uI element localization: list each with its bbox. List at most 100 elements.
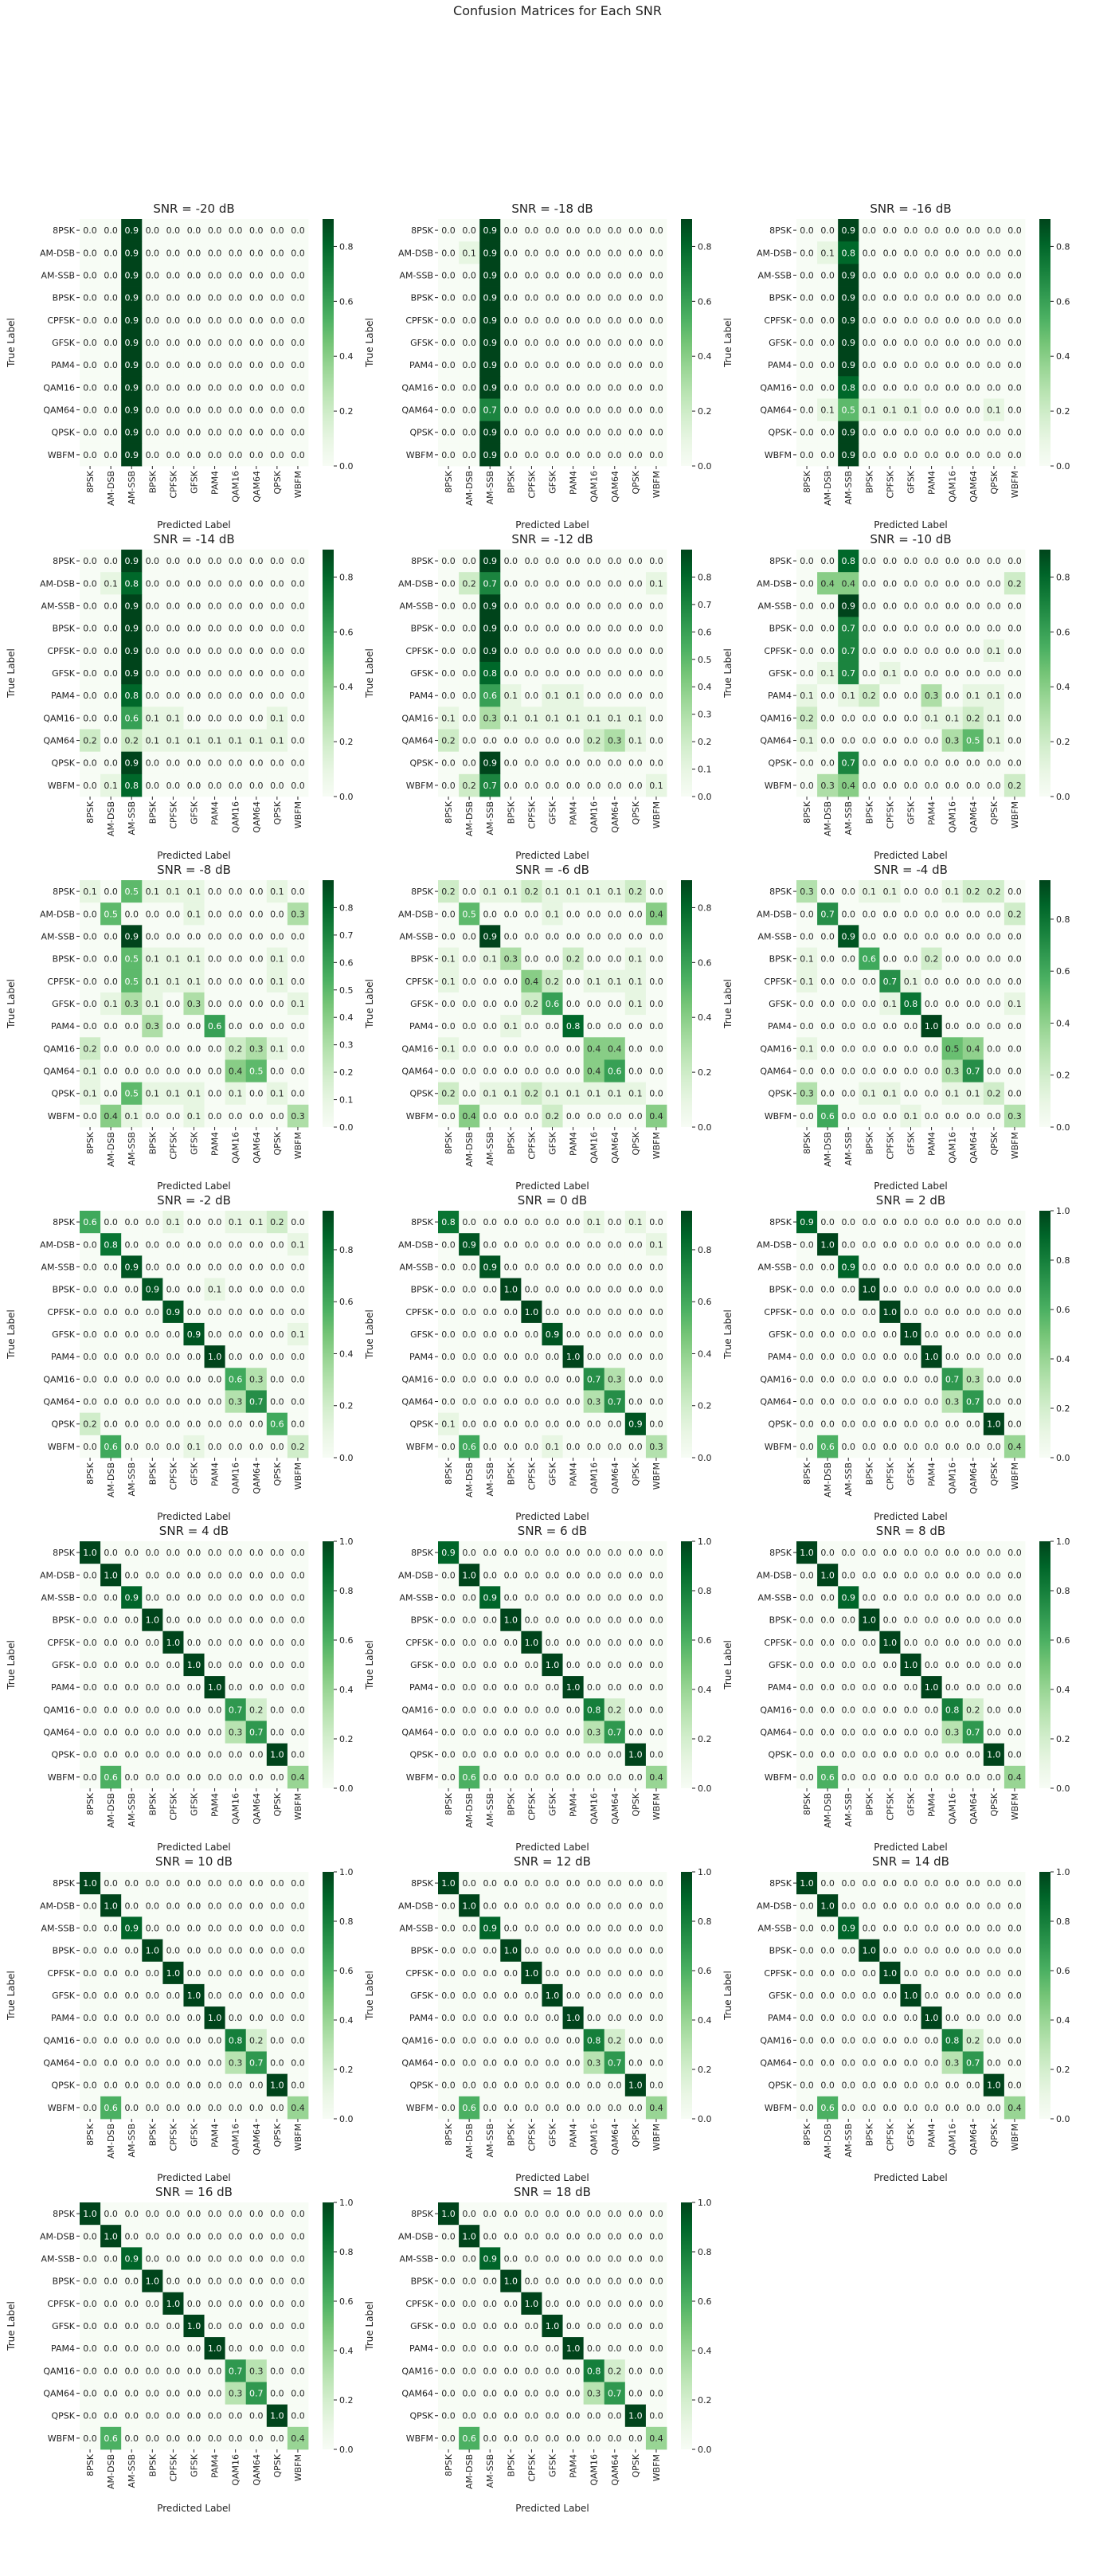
cell-value-label: 0.0 — [945, 781, 960, 791]
cell-value-label: 0.1 — [546, 1442, 560, 1452]
cell-value-label: 0.0 — [1007, 1089, 1022, 1099]
cell-value-label: 0.0 — [546, 1615, 560, 1626]
cell-value-label: 0.0 — [483, 999, 497, 1009]
cell-value-label: 0.0 — [546, 1374, 560, 1384]
cell-value-label: 0.0 — [649, 1638, 663, 1648]
panel-title: SNR = 6 dB — [518, 1524, 587, 1538]
cell-value-label: 0.0 — [504, 977, 518, 987]
x-tick-label: PAM4 — [927, 1793, 937, 1817]
cell-value-label: 0.0 — [883, 225, 898, 236]
cell-value-label: 0.2 — [229, 1043, 243, 1054]
cell-value-label: 0.0 — [966, 1570, 980, 1580]
cell-value-label: 0.0 — [904, 1638, 918, 1648]
cell-value-label: 0.0 — [800, 1419, 814, 1430]
y-tick-label: WBFM — [765, 450, 792, 460]
cell-value-label: 0.0 — [249, 315, 264, 326]
cell-value-label: 0.0 — [83, 1285, 97, 1295]
cell-value-label: 0.0 — [229, 1111, 243, 1122]
cell-value-label: 0.0 — [270, 1262, 284, 1272]
cell-value-label: 0.0 — [566, 624, 581, 634]
cell-value-label: 0.0 — [904, 1239, 918, 1250]
cell-value-label: 0.0 — [1007, 1021, 1022, 1032]
cell-value-label: 0.0 — [483, 1352, 497, 1362]
cell-value-label: 0.0 — [904, 556, 918, 566]
cell-value-label: 0.0 — [270, 1592, 284, 1603]
cell-value-label: 0.0 — [291, 578, 305, 589]
cell-value-label: 0.0 — [166, 405, 181, 416]
cell-value-label: 0.9 — [124, 270, 139, 280]
cell-value-label: 0.0 — [229, 1570, 243, 1580]
cell-value-label: 0.0 — [208, 405, 222, 416]
cell-value-label: 1.0 — [546, 1660, 560, 1670]
cell-value-label: 0.0 — [270, 1878, 284, 1889]
cell-value-label: 0.0 — [800, 1397, 814, 1407]
cell-value-label: 0.0 — [208, 315, 222, 326]
cell-value-label: 0.0 — [987, 1285, 1001, 1295]
cell-value-label: 0.0 — [587, 1329, 601, 1340]
y-tick-label: 8PSK — [53, 556, 76, 566]
cell-value-label: 0.0 — [229, 248, 243, 258]
cell-value-label: 0.0 — [525, 556, 539, 566]
cell-value-label: 0.0 — [649, 405, 663, 416]
y-tick-label: CPFSK — [47, 1638, 75, 1648]
cell-value-label: 0.0 — [800, 1111, 814, 1122]
cell-value-label: 0.0 — [104, 360, 118, 370]
cell-value-label: 0.0 — [187, 1728, 201, 1738]
cell-value-label: 0.3 — [800, 1089, 814, 1099]
cell-value-label: 0.0 — [187, 1374, 201, 1384]
cell-value-label: 0.1 — [546, 887, 560, 897]
cell-value-label: 0.6 — [462, 1772, 476, 1783]
cell-value-label: 0.0 — [525, 360, 539, 370]
y-axis-label: True Label — [6, 318, 17, 368]
cell-value-label: 0.0 — [270, 1901, 284, 1911]
cell-value-label: 0.0 — [566, 293, 581, 303]
cell-value-label: 0.0 — [208, 909, 222, 919]
cell-value-label: 0.3 — [945, 1728, 960, 1738]
cell-value-label: 0.0 — [904, 360, 918, 370]
cell-value-label: 0.0 — [841, 1285, 855, 1295]
cell-value-label: 0.0 — [483, 1419, 497, 1430]
cell-value-label: 0.0 — [904, 646, 918, 656]
cell-value-label: 0.0 — [587, 1285, 601, 1295]
cell-value-label: 0.1 — [146, 736, 160, 746]
cell-value-label: 0.9 — [124, 646, 139, 656]
cell-value-label: 0.9 — [124, 931, 139, 942]
cell-value-label: 0.0 — [587, 428, 601, 438]
cell-value-label: 0.0 — [820, 691, 835, 701]
colorbar-tick-label: 0.6 — [698, 627, 712, 637]
cell-value-label: 0.0 — [146, 1217, 160, 1227]
cell-value-label: 0.1 — [166, 954, 181, 965]
cell-value-label: 0.0 — [146, 293, 160, 303]
cell-value-label: 0.0 — [966, 601, 980, 611]
cell-value-label: 0.7 — [483, 781, 497, 791]
cell-value-label: 0.0 — [966, 1262, 980, 1272]
cell-value-label: 0.0 — [462, 1548, 476, 1558]
cell-value-label: 0.0 — [987, 1374, 1001, 1384]
cell-value-label: 0.0 — [800, 450, 814, 460]
cell-value-label: 0.1 — [146, 1089, 160, 1099]
colorbar-tick-label: 0.8 — [698, 241, 712, 252]
colorbar-tick-label: 0.0 — [339, 1783, 354, 1794]
cell-value-label: 0.0 — [883, 954, 898, 965]
cell-value-label: 0.0 — [863, 736, 877, 746]
cell-value-label: 0.0 — [483, 1442, 497, 1452]
cell-value-label: 0.0 — [104, 1285, 118, 1295]
cell-value-label: 0.0 — [863, 1728, 877, 1738]
cell-value-label: 0.0 — [104, 1682, 118, 1693]
colorbar-tick-label: 0.5 — [698, 655, 712, 665]
cell-value-label: 0.0 — [187, 428, 201, 438]
cell-value-label: 0.0 — [208, 1442, 222, 1452]
cell-value-label: 0.0 — [208, 1374, 222, 1384]
cell-value-label: 0.0 — [166, 556, 181, 566]
x-tick-label: AM-DSB — [823, 1132, 833, 1167]
cell-value-label: 0.1 — [187, 977, 201, 987]
cell-value-label: 0.1 — [649, 578, 663, 589]
cell-value-label: 0.0 — [883, 293, 898, 303]
cell-value-label: 0.8 — [945, 1705, 960, 1715]
cell-value-label: 0.0 — [649, 691, 663, 701]
cell-value-label: 0.0 — [208, 1878, 222, 1889]
cell-value-label: 0.0 — [291, 428, 305, 438]
cell-value-label: 0.0 — [1007, 1067, 1022, 1077]
cell-value-label: 0.0 — [166, 1923, 181, 1933]
